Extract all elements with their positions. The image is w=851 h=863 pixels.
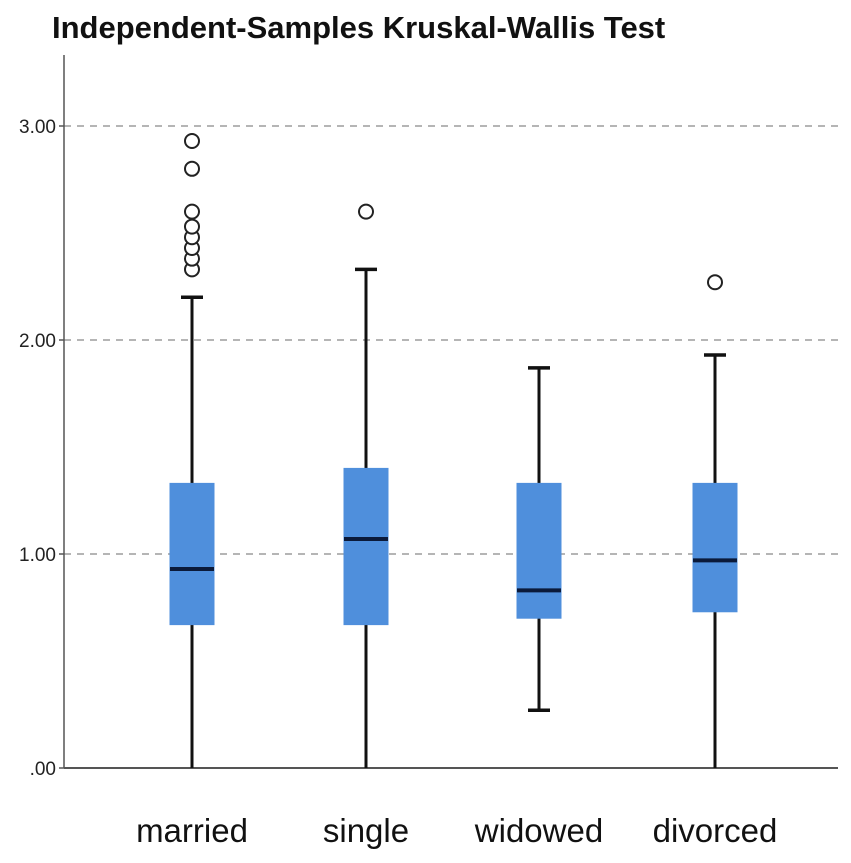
outlier-point [358,203,374,220]
outlier-point [184,203,200,220]
axes [59,55,838,769]
outlier-point [707,274,723,291]
category-label: divorced [653,812,778,849]
outlier-point [184,160,200,177]
category-label: widowed [474,812,603,849]
y-tick-label: 1.00 [19,545,56,566]
y-tick-label: 3.00 [19,117,56,138]
category-label: married [136,812,248,849]
box-single [343,203,389,768]
box-iqr [169,482,215,626]
y-tick-label: .00 [30,759,56,780]
boxes [169,132,738,768]
box-widowed [516,366,562,712]
y-tick-label: 2.00 [19,331,56,352]
box-married [169,132,215,768]
box-iqr [516,482,562,619]
y-tick-labels: .00 1.00 2.00 3.00 [19,117,56,780]
category-label: single [323,812,409,849]
box-iqr [343,467,389,626]
chart-title: Independent-Samples Kruskal-Wallis Test [52,10,666,45]
box-iqr [692,482,738,613]
outlier-point [184,218,200,235]
outlier-point [184,132,200,149]
category-labels: married single widowed divorced [136,812,777,849]
box-divorced [692,274,738,768]
